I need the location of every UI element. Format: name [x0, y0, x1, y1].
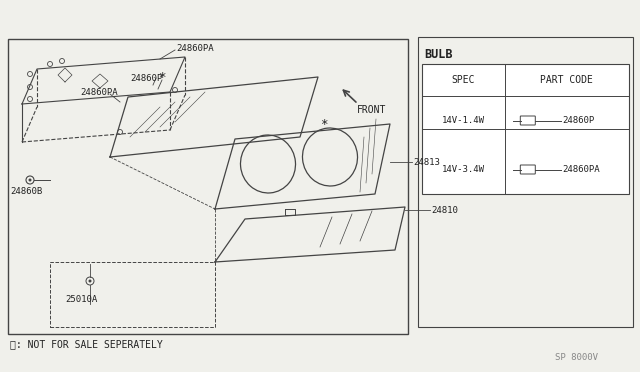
- Text: 24860P: 24860P: [563, 116, 595, 125]
- Text: 24860PA: 24860PA: [563, 165, 600, 174]
- Bar: [8, 39, 408, 334]
- Text: 24860P: 24860P: [130, 74, 163, 83]
- Text: 24860PA: 24860PA: [176, 44, 214, 52]
- Text: 24860B: 24860B: [10, 186, 42, 196]
- Text: 24810: 24810: [431, 205, 458, 215]
- Text: 24860PA: 24860PA: [80, 87, 118, 96]
- Text: *: *: [320, 118, 328, 131]
- Bar: [418, 37, 633, 327]
- Text: BULB: BULB: [424, 48, 452, 61]
- Text: 24813: 24813: [413, 157, 440, 167]
- FancyBboxPatch shape: [520, 116, 535, 125]
- Text: *: *: [158, 71, 166, 83]
- Text: SPEC: SPEC: [452, 75, 475, 85]
- FancyBboxPatch shape: [520, 165, 535, 174]
- Text: ※: NOT FOR SALE SEPERATELY: ※: NOT FOR SALE SEPERATELY: [10, 339, 163, 349]
- Text: 14V-1.4W: 14V-1.4W: [442, 116, 485, 125]
- Text: 14V-3.4W: 14V-3.4W: [442, 165, 485, 174]
- Circle shape: [29, 179, 31, 182]
- Text: 25010A: 25010A: [65, 295, 97, 305]
- Circle shape: [88, 279, 92, 282]
- Text: SP 8000V: SP 8000V: [555, 353, 598, 362]
- Bar: [422, 64, 629, 194]
- Text: FRONT: FRONT: [357, 105, 387, 115]
- Text: PART CODE: PART CODE: [540, 75, 593, 85]
